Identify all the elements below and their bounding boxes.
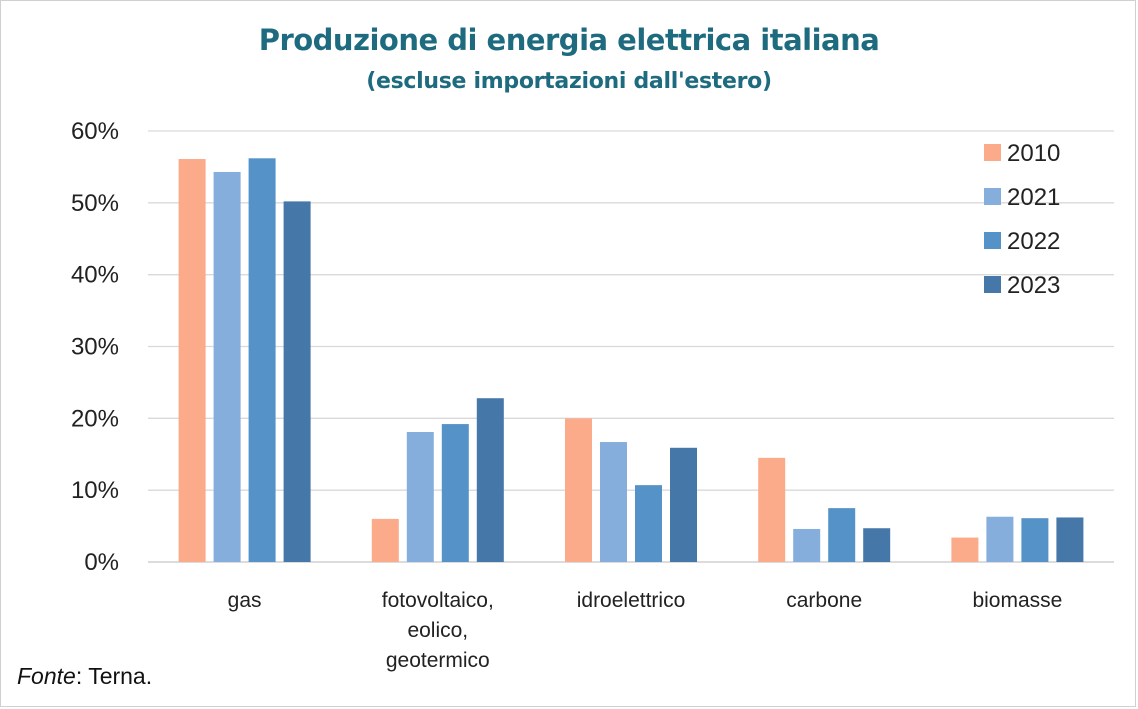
legend-label-2022: 2022 <box>1007 228 1060 255</box>
legend-swatch-2021 <box>984 188 1001 205</box>
bars <box>178 158 1084 562</box>
x-tick-label: biomasse <box>972 589 1062 612</box>
bar-2021-4 <box>986 516 1014 562</box>
x-tick-label: fotovoltaico, <box>382 589 494 612</box>
legend-label-2021: 2021 <box>1007 184 1060 211</box>
bar-2023-0 <box>283 201 311 562</box>
bar-2022-0 <box>248 158 276 562</box>
legend-label-2023: 2023 <box>1007 272 1060 299</box>
chart-subtitle: (escluse importazioni dall'estero) <box>366 69 772 94</box>
x-axis-ticks: gas fotovoltaico, eolico, geotermico idroele… <box>228 589 1063 672</box>
bar-2023-2 <box>670 447 697 562</box>
bar-2021-1 <box>406 431 434 562</box>
y-tick-label: 30% <box>71 334 119 361</box>
source-note: Fonte: Terna. <box>17 663 152 690</box>
source-label: Fonte <box>17 663 76 689</box>
x-tick-label: eolico, <box>407 619 468 642</box>
legend-swatch-2010 <box>984 144 1001 161</box>
x-tick-label: carbone <box>786 589 862 612</box>
bar-2010-4 <box>951 537 979 562</box>
y-tick-label: 50% <box>71 190 119 217</box>
bar-2010-0 <box>178 159 206 562</box>
bar-2022-3 <box>828 508 856 562</box>
x-tick-label: geotermico <box>386 649 490 672</box>
y-tick-label: 20% <box>71 405 119 432</box>
y-tick-label: 60% <box>71 118 119 145</box>
bar-2010-2 <box>565 418 592 562</box>
y-tick-label: 10% <box>71 477 119 504</box>
bar-2010-3 <box>758 457 786 562</box>
legend-swatch-2023 <box>984 276 1001 293</box>
legend: 2010 2021 2022 2023 <box>984 140 1060 299</box>
bar-2010-1 <box>371 518 399 562</box>
bar-2021-3 <box>793 528 821 562</box>
bar-2021-0 <box>213 171 241 562</box>
y-tick-label: 40% <box>71 262 119 289</box>
legend-swatch-2022 <box>984 232 1001 249</box>
legend-label-2010: 2010 <box>1007 140 1060 167</box>
x-tick-label: idroelettrico <box>577 589 686 612</box>
bar-2021-2 <box>600 442 627 562</box>
bar-2022-4 <box>1021 518 1049 562</box>
bar-2023-3 <box>863 528 891 562</box>
bar-2022-2 <box>635 485 662 562</box>
y-tick-label: 0% <box>84 549 119 576</box>
bar-2022-1 <box>441 424 469 562</box>
bar-2023-1 <box>476 398 504 562</box>
y-axis-ticks: 0% 10% 20% 30% 40% 50% 60% <box>71 118 119 576</box>
source-text: : Terna. <box>75 663 153 689</box>
bar-2023-4 <box>1056 517 1084 562</box>
chart-title: Produzione di energia elettrica italiana <box>258 23 880 57</box>
x-tick-label: gas <box>228 589 262 612</box>
